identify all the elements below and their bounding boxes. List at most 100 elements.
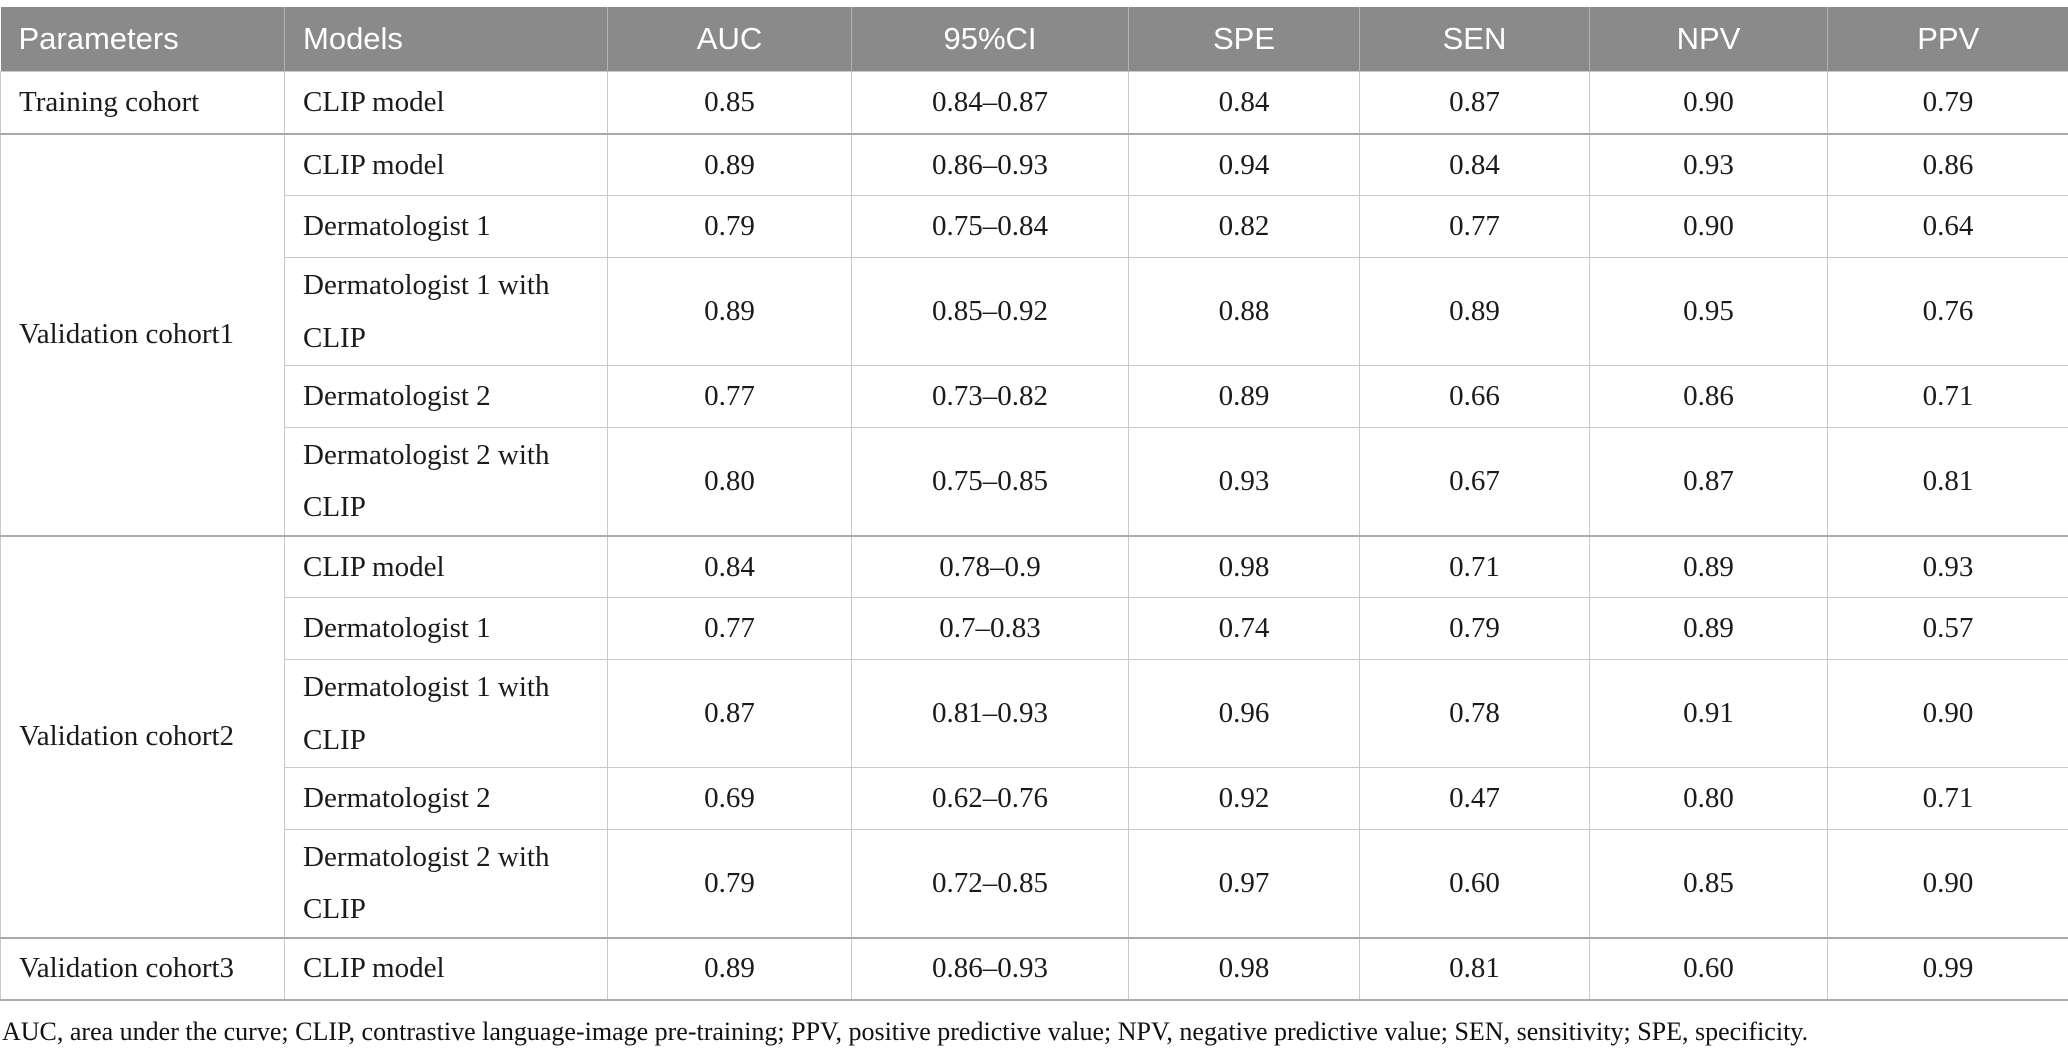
cell-auc: 0.79 xyxy=(607,195,852,258)
cell-parameter: Validation cohort2 xyxy=(0,534,285,938)
col-header-ci: 95%CI xyxy=(851,7,1129,72)
cell-spe: 0.82 xyxy=(1128,195,1360,258)
cell-spe: 0.88 xyxy=(1128,257,1360,366)
col-header-npv: NPV xyxy=(1589,7,1828,72)
cell-model: Dermatologist 2 xyxy=(284,767,608,830)
cell-model: Dermatologist 1 xyxy=(284,597,608,660)
table-header-row: Parameters Models AUC 95%CI SPE SEN NPV … xyxy=(0,7,2068,72)
cell-sen: 0.84 xyxy=(1359,132,1590,196)
cell-ci: 0.81–0.93 xyxy=(851,659,1129,768)
cell-ci: 0.73–0.82 xyxy=(851,365,1129,428)
table-row: Validation cohort1 CLIP model 0.89 0.86–… xyxy=(0,132,2068,536)
cell-spe: 0.94 xyxy=(1128,132,1360,196)
table-row: Training cohort CLIP model 0.85 0.84–0.8… xyxy=(0,71,2068,134)
cell-ppv: 0.64 xyxy=(1827,195,2068,258)
cell-npv: 0.85 xyxy=(1589,829,1828,938)
cell-sen: 0.67 xyxy=(1359,427,1590,536)
cell-ci: 0.75–0.84 xyxy=(851,195,1129,258)
cell-npv: 0.60 xyxy=(1589,936,1828,1000)
table-row: Dermatologist 2 with CLIP 0.80 0.75–0.85… xyxy=(1,427,2068,536)
cell-ci: 0.85–0.92 xyxy=(851,257,1129,366)
col-header-auc: AUC xyxy=(607,7,852,72)
cell-spe: 0.84 xyxy=(1128,71,1360,134)
cell-npv: 0.91 xyxy=(1589,659,1828,768)
cell-npv: 0.90 xyxy=(1589,71,1828,134)
cell-npv: 0.95 xyxy=(1589,257,1828,366)
cell-model: CLIP model xyxy=(284,534,608,598)
cell-model: CLIP model xyxy=(284,132,608,196)
table-row: Dermatologist 1 with CLIP 0.87 0.81–0.93… xyxy=(1,659,2068,768)
cell-ppv: 0.71 xyxy=(1827,767,2068,830)
cell-spe: 0.96 xyxy=(1128,659,1360,768)
cell-sen: 0.78 xyxy=(1359,659,1590,768)
cell-npv: 0.89 xyxy=(1589,597,1828,660)
cell-parameter: Validation cohort3 xyxy=(0,936,285,1000)
cell-ci: 0.86–0.93 xyxy=(851,132,1129,196)
cell-npv: 0.93 xyxy=(1589,132,1828,196)
cell-model: Dermatologist 2 with CLIP xyxy=(284,829,608,938)
col-header-sen: SEN xyxy=(1359,7,1590,72)
cell-sen: 0.47 xyxy=(1359,767,1590,830)
table-row: Dermatologist 2 0.77 0.73–0.82 0.89 0.66… xyxy=(1,365,2068,428)
table-footnote: AUC, area under the curve; CLIP, contras… xyxy=(2,1016,1809,1046)
cell-spe: 0.93 xyxy=(1128,427,1360,536)
cell-auc: 0.85 xyxy=(607,71,852,134)
cell-spe: 0.98 xyxy=(1128,936,1360,1000)
cell-spe: 0.98 xyxy=(1128,534,1360,598)
cell-npv: 0.86 xyxy=(1589,365,1828,428)
cell-sen: 0.66 xyxy=(1359,365,1590,428)
cell-ppv: 0.57 xyxy=(1827,597,2068,660)
cell-npv: 0.80 xyxy=(1589,767,1828,830)
cell-sen: 0.77 xyxy=(1359,195,1590,258)
cell-ppv: 0.81 xyxy=(1827,427,2068,536)
table-row: Validation cohort3 CLIP model 0.89 0.86–… xyxy=(0,936,2068,1000)
cell-ppv: 0.90 xyxy=(1827,659,2068,768)
cell-model: Dermatologist 1 xyxy=(284,195,608,258)
cell-sen: 0.79 xyxy=(1359,597,1590,660)
cell-ci: 0.62–0.76 xyxy=(851,767,1129,830)
table-row: Dermatologist 2 with CLIP 0.79 0.72–0.85… xyxy=(1,829,2068,938)
cell-ppv: 0.90 xyxy=(1827,829,2068,938)
cell-ppv: 0.86 xyxy=(1827,132,2068,196)
cell-auc: 0.89 xyxy=(607,936,852,1000)
cell-parameter: Training cohort xyxy=(0,71,285,134)
col-header-models: Models xyxy=(284,7,608,72)
table-row: Dermatologist 1 0.77 0.7–0.83 0.74 0.79 … xyxy=(1,597,2068,660)
col-header-ppv: PPV xyxy=(1827,7,2068,72)
cell-ppv: 0.79 xyxy=(1827,71,2068,134)
cell-spe: 0.74 xyxy=(1128,597,1360,660)
cell-auc: 0.84 xyxy=(607,534,852,598)
cell-ppv: 0.76 xyxy=(1827,257,2068,366)
cell-sen: 0.60 xyxy=(1359,829,1590,938)
cell-auc: 0.79 xyxy=(607,829,852,938)
cell-model: CLIP model xyxy=(284,936,608,1000)
table-row: Dermatologist 2 0.69 0.62–0.76 0.92 0.47… xyxy=(1,767,2068,830)
cell-ci: 0.78–0.9 xyxy=(851,534,1129,598)
table-row: Validation cohort2 CLIP model 0.84 0.78–… xyxy=(0,534,2068,938)
cell-ppv: 0.71 xyxy=(1827,365,2068,428)
cell-sen: 0.87 xyxy=(1359,71,1590,134)
cell-auc: 0.89 xyxy=(607,257,852,366)
cell-auc: 0.87 xyxy=(607,659,852,768)
cell-npv: 0.87 xyxy=(1589,427,1828,536)
table-row: Dermatologist 1 0.79 0.75–0.84 0.82 0.77… xyxy=(1,195,2068,258)
cell-sen: 0.71 xyxy=(1359,534,1590,598)
cell-ci: 0.84–0.87 xyxy=(851,71,1129,134)
col-header-parameters: Parameters xyxy=(0,7,285,72)
cell-auc: 0.80 xyxy=(607,427,852,536)
cell-auc: 0.89 xyxy=(607,132,852,196)
cell-spe: 0.97 xyxy=(1128,829,1360,938)
results-table: Parameters Models AUC 95%CI SPE SEN NPV … xyxy=(0,7,2068,1001)
cell-parameter: Validation cohort1 xyxy=(0,132,285,536)
cell-model: Dermatologist 2 xyxy=(284,365,608,428)
cell-ci: 0.86–0.93 xyxy=(851,936,1129,1000)
cell-sen: 0.81 xyxy=(1359,936,1590,1000)
cell-ppv: 0.93 xyxy=(1827,534,2068,598)
cell-auc: 0.77 xyxy=(607,365,852,428)
cell-model: Dermatologist 2 with CLIP xyxy=(284,427,608,536)
cell-ci: 0.7–0.83 xyxy=(851,597,1129,660)
cell-auc: 0.77 xyxy=(607,597,852,660)
cell-model: CLIP model xyxy=(284,71,608,134)
col-header-spe: SPE xyxy=(1128,7,1360,72)
